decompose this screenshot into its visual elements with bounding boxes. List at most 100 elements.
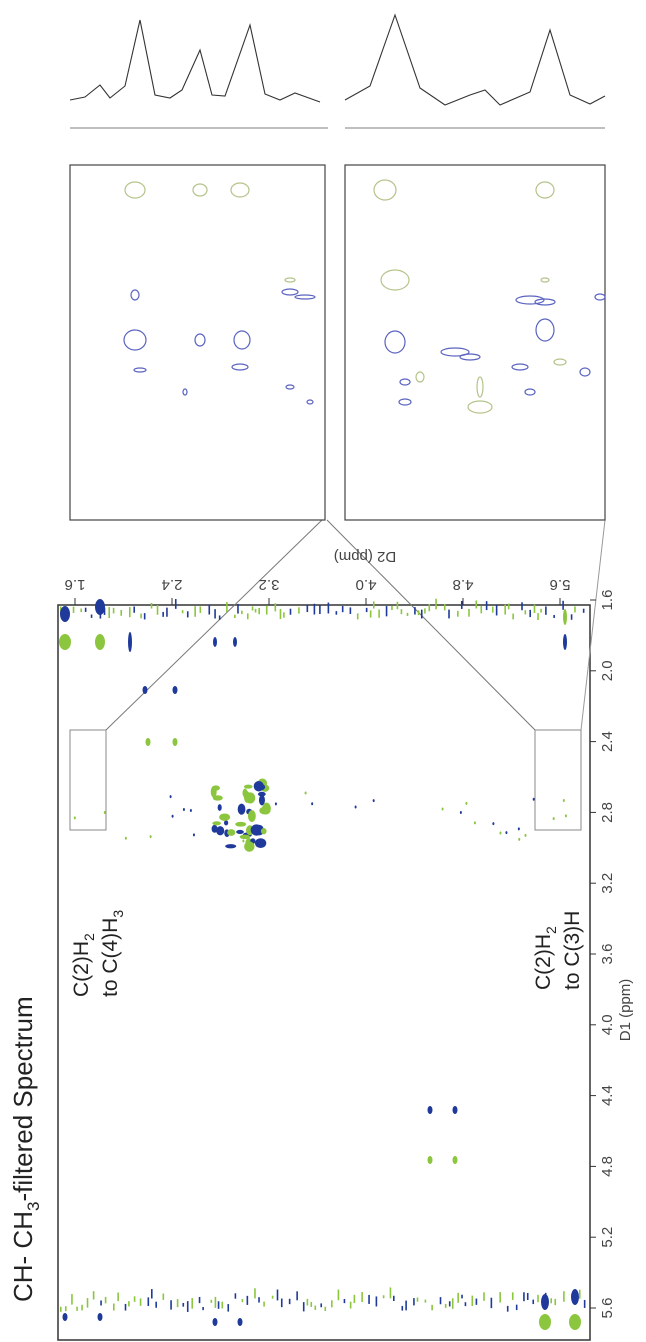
- peak: [475, 600, 478, 609]
- annotation-sub: 2: [543, 926, 559, 934]
- peak: [304, 791, 307, 795]
- peak: [241, 610, 243, 615]
- peak: [95, 634, 105, 650]
- peak: [81, 1304, 83, 1311]
- peak: [211, 824, 218, 833]
- peak: [274, 802, 277, 806]
- peak: [574, 606, 576, 613]
- peak: [142, 686, 148, 694]
- peak: [382, 1295, 385, 1299]
- peak: [302, 1302, 305, 1312]
- peak: [84, 607, 87, 612]
- contour: [540, 277, 550, 283]
- contour: [192, 183, 208, 197]
- inset-panel: [344, 164, 606, 521]
- peak: [506, 1305, 509, 1312]
- peak: [391, 605, 393, 611]
- peak: [234, 1293, 237, 1299]
- peak: [505, 831, 508, 835]
- peak: [310, 1301, 313, 1307]
- peak: [289, 608, 292, 615]
- peak: [133, 606, 136, 613]
- peak: [492, 822, 495, 826]
- peak: [452, 1156, 458, 1164]
- peak: [90, 614, 93, 618]
- peak: [86, 1298, 89, 1308]
- peak: [171, 814, 174, 818]
- peak: [95, 599, 105, 615]
- peak: [80, 608, 83, 613]
- peak: [245, 792, 256, 804]
- d2-tick-label: 1.6: [65, 576, 86, 593]
- peak: [319, 605, 321, 615]
- peaks: [59, 13, 606, 1330]
- peak: [128, 632, 132, 652]
- peak: [451, 1298, 454, 1309]
- d1-tick-label: 4.4: [599, 1085, 616, 1106]
- peak: [578, 1289, 581, 1299]
- peak: [186, 611, 189, 618]
- peak: [468, 609, 470, 617]
- contour: [194, 333, 206, 347]
- peak: [413, 1298, 415, 1306]
- contour: [415, 371, 425, 383]
- peak: [372, 601, 375, 609]
- peak: [162, 611, 164, 617]
- d1-tick-label: 4.8: [599, 1156, 616, 1177]
- peak: [172, 738, 178, 746]
- peak: [189, 809, 192, 813]
- peak: [237, 603, 239, 614]
- peak: [128, 1301, 130, 1307]
- peak: [145, 738, 151, 746]
- peak: [140, 613, 142, 619]
- peak: [354, 805, 357, 809]
- peak: [243, 784, 253, 789]
- contour: [294, 294, 316, 300]
- peak: [258, 1297, 260, 1303]
- contour: [123, 329, 147, 351]
- peak: [170, 1300, 172, 1310]
- peak: [583, 1299, 586, 1308]
- peak: [524, 833, 527, 837]
- peak: [389, 1287, 392, 1299]
- peak: [554, 1298, 557, 1306]
- peak: [283, 612, 285, 618]
- peak: [166, 607, 168, 617]
- peak: [260, 827, 267, 835]
- peak: [452, 1106, 458, 1114]
- peak: [233, 637, 237, 647]
- annotation: C(2)H2: [532, 926, 559, 990]
- peak: [532, 797, 535, 801]
- peak: [337, 1289, 340, 1301]
- peak: [242, 839, 245, 843]
- peak: [235, 821, 247, 827]
- contour: [535, 181, 555, 199]
- peak: [569, 1314, 581, 1330]
- peak: [448, 1301, 451, 1307]
- peak: [369, 610, 372, 618]
- peak: [254, 838, 267, 848]
- peak: [274, 603, 277, 612]
- peak: [441, 807, 444, 811]
- peak: [258, 794, 265, 806]
- peak: [176, 1299, 179, 1308]
- d1-tick-label: 3.6: [599, 944, 616, 965]
- d2-tick-label: 5.6: [550, 576, 571, 593]
- peak: [533, 604, 536, 613]
- peak: [234, 614, 236, 618]
- peak: [263, 1301, 265, 1307]
- peak: [253, 780, 264, 792]
- peak: [186, 1301, 189, 1312]
- peak: [335, 611, 338, 615]
- peak: [227, 829, 236, 836]
- peak: [225, 844, 237, 849]
- d2-tick-label: 4.8: [453, 576, 474, 593]
- peak: [104, 1296, 107, 1304]
- contour: [285, 384, 295, 390]
- peak: [526, 1292, 529, 1301]
- peak: [212, 1318, 218, 1326]
- d1-tick-label: 1.6: [599, 590, 616, 611]
- peak: [405, 1300, 407, 1311]
- peak: [361, 1292, 363, 1303]
